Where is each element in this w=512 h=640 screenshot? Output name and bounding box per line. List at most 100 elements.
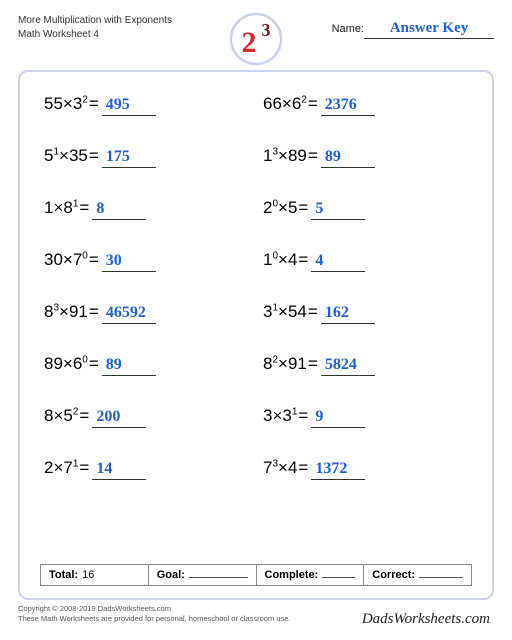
equals-sign: = bbox=[89, 354, 99, 374]
problem-expression: 66×62 bbox=[263, 94, 307, 114]
answer-value: 30 bbox=[106, 252, 122, 269]
total-cell: Total: 16 bbox=[41, 565, 149, 585]
answer-blank: 5824 bbox=[321, 354, 375, 376]
problem-5: 1×81=8 bbox=[44, 198, 253, 220]
logo: 2 3 bbox=[229, 12, 283, 71]
problem-expression: 51×35 bbox=[44, 146, 88, 166]
problem-2: 66×62= 2376 bbox=[263, 94, 472, 116]
answer-value: 89 bbox=[325, 148, 341, 165]
brand-mark: DadsWorksheets.com bbox=[362, 611, 490, 628]
problem-expression: 30×70 bbox=[44, 250, 88, 270]
answer-blank: 14 bbox=[92, 458, 146, 480]
total-value: 16 bbox=[82, 569, 94, 581]
equals-sign: = bbox=[79, 198, 89, 218]
equals-sign: = bbox=[79, 458, 89, 478]
answer-blank: 495 bbox=[102, 94, 156, 116]
answer-value: 14 bbox=[96, 460, 112, 477]
equals-sign: = bbox=[89, 146, 99, 166]
problem-9: 83×91=46592 bbox=[44, 302, 253, 324]
problem-7: 30×70= 30 bbox=[44, 250, 253, 272]
problem-15: 2×71= 14 bbox=[44, 458, 253, 480]
equals-sign: = bbox=[308, 146, 318, 166]
problem-expression: 55×32 bbox=[44, 94, 88, 114]
equals-sign: = bbox=[308, 94, 318, 114]
problem-expression: 3×31 bbox=[263, 406, 297, 426]
problem-expression: 31×54 bbox=[263, 302, 307, 322]
correct-cell: Correct: bbox=[364, 565, 471, 585]
svg-text:3: 3 bbox=[262, 20, 271, 40]
problem-4: 13×89= 89 bbox=[263, 146, 472, 168]
problem-expression: 2×71 bbox=[44, 458, 78, 478]
name-line: Answer Key bbox=[364, 20, 494, 39]
answer-value: 162 bbox=[325, 304, 349, 321]
equals-sign: = bbox=[298, 198, 308, 218]
name-label: Name: bbox=[332, 23, 364, 35]
answer-blank: 46592 bbox=[102, 302, 156, 324]
svg-text:2: 2 bbox=[242, 26, 257, 59]
equals-sign: = bbox=[298, 406, 308, 426]
correct-line bbox=[419, 569, 463, 578]
answer-blank: 4 bbox=[311, 250, 365, 272]
problem-10: 31×54= 162 bbox=[263, 302, 472, 324]
score-row: Total: 16 Goal: Complete: Correct: bbox=[40, 564, 472, 586]
answer-blank: 9 bbox=[311, 406, 365, 428]
problem-expression: 10×4 bbox=[263, 250, 297, 270]
answer-value: 4 bbox=[315, 252, 323, 269]
answer-blank: 30 bbox=[102, 250, 156, 272]
problem-expression: 73×4 bbox=[263, 458, 297, 478]
problem-expression: 13×89 bbox=[263, 146, 307, 166]
answer-value: 175 bbox=[106, 148, 130, 165]
goal-line bbox=[189, 569, 248, 578]
problems-grid: 55×32=49566×62=237651×35=17513×89=891×81… bbox=[44, 94, 472, 480]
problem-6: 20×5= 5 bbox=[263, 198, 472, 220]
answer-value: 495 bbox=[106, 96, 130, 113]
complete-line bbox=[322, 569, 355, 578]
equals-sign: = bbox=[298, 458, 308, 478]
problem-expression: 82×91 bbox=[263, 354, 307, 374]
name-field: Name: Answer Key bbox=[332, 20, 494, 39]
answer-value: 8 bbox=[96, 200, 104, 217]
answer-blank: 175 bbox=[102, 146, 156, 168]
answer-value: 5824 bbox=[325, 356, 357, 373]
equals-sign: = bbox=[89, 250, 99, 270]
equals-sign: = bbox=[298, 250, 308, 270]
equals-sign: = bbox=[308, 354, 318, 374]
problem-expression: 89×60 bbox=[44, 354, 88, 374]
worksheet-header: More Multiplication with Exponents Math … bbox=[18, 14, 494, 64]
title-block: More Multiplication with Exponents Math … bbox=[18, 14, 183, 41]
worksheet-frame: 55×32=49566×62=237651×35=17513×89=891×81… bbox=[18, 70, 494, 600]
answer-blank: 1372 bbox=[311, 458, 365, 480]
equals-sign: = bbox=[308, 302, 318, 322]
problem-16: 73×4= 1372 bbox=[263, 458, 472, 480]
problem-1: 55×32= 495 bbox=[44, 94, 253, 116]
problem-12: 82×91= 5824 bbox=[263, 354, 472, 376]
equals-sign: = bbox=[79, 406, 89, 426]
answer-blank: 200 bbox=[92, 406, 146, 428]
problem-expression: 83×91 bbox=[44, 302, 88, 322]
answer-value: 2376 bbox=[325, 96, 357, 113]
complete-label: Complete: bbox=[265, 569, 319, 581]
answer-value: 5 bbox=[315, 200, 323, 217]
goal-cell: Goal: bbox=[149, 565, 257, 585]
total-label: Total: bbox=[49, 569, 78, 581]
answer-blank: 5 bbox=[311, 198, 365, 220]
problem-11: 89×60= 89 bbox=[44, 354, 253, 376]
answer-blank: 89 bbox=[102, 354, 156, 376]
problem-3: 51×35= 175 bbox=[44, 146, 253, 168]
answer-blank: 89 bbox=[321, 146, 375, 168]
problem-13: 8×52=200 bbox=[44, 406, 253, 428]
title-line-1: More Multiplication with Exponents bbox=[18, 14, 183, 28]
equals-sign: = bbox=[89, 94, 99, 114]
problem-8: 10×4= 4 bbox=[263, 250, 472, 272]
answer-value: 9 bbox=[315, 408, 323, 425]
answer-value: 1372 bbox=[315, 460, 347, 477]
answer-value: 200 bbox=[96, 408, 120, 425]
answer-value: 46592 bbox=[106, 304, 146, 321]
problem-expression: 20×5 bbox=[263, 198, 297, 218]
answer-blank: 162 bbox=[321, 302, 375, 324]
answer-blank: 8 bbox=[92, 198, 146, 220]
answer-key-text: Answer Key bbox=[390, 20, 468, 36]
complete-cell: Complete: bbox=[257, 565, 365, 585]
answer-value: 89 bbox=[106, 356, 122, 373]
title-line-2: Math Worksheet 4 bbox=[18, 28, 183, 42]
